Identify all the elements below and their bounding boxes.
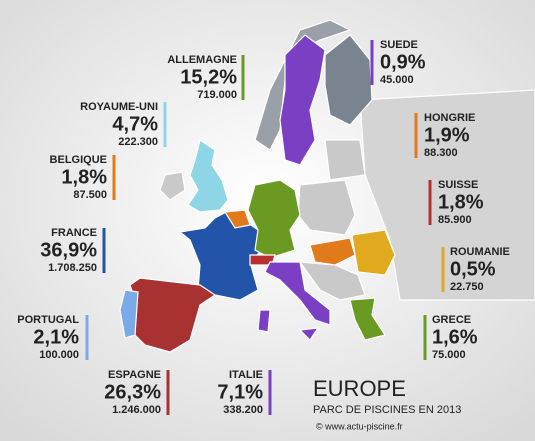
pool-count: 100.000 [39,349,79,361]
country-percent: 7,1% [217,381,263,403]
pool-count: 1.246.000 [112,404,161,416]
country-percent: 15,2% [180,66,237,88]
country-name: PORTUGAL [17,314,79,326]
pool-count: 87.500 [73,189,107,201]
subtitle: PARC DE PISCINES EN 2013 [313,404,461,416]
country-percent: 1,6% [432,326,478,348]
country-name: SUEDE [380,39,418,51]
country-name: GRECE [432,314,471,326]
pool-count: 88.300 [424,147,458,159]
country-percent: 1,8% [61,166,107,188]
pool-count: 719.000 [197,89,237,101]
country-percent: 0,5% [450,258,496,280]
map [119,19,535,353]
pool-count: 222.300 [118,136,158,148]
title: EUROPE [313,376,406,401]
pool-count: 75.000 [432,349,466,361]
pool-count: 1.708.250 [48,262,97,274]
country-percent: 1,9% [424,124,470,146]
country-name: ALLEMAGNE [167,54,237,66]
country-name: HONGRIE [424,112,475,124]
country-percent: 0,9% [380,51,426,73]
country-percent: 36,9% [40,239,97,261]
pool-count: 85.900 [438,214,472,226]
country-name: SUISSE [438,179,478,191]
country-name: ITALIE [229,369,263,381]
country-name: FRANCE [51,227,97,239]
country-percent: 4,7% [112,113,158,135]
pool-count: 22.750 [450,281,484,293]
pool-count: 338.200 [223,404,263,416]
credit: © www.actu-piscine.fr [316,421,403,431]
country-name: BELGIQUE [50,154,107,166]
pool-count: 45.000 [380,74,414,86]
country-percent: 1,8% [438,191,484,213]
country-name: ROYAUME-UNI [80,101,158,113]
country-percent: 26,3% [104,381,161,403]
country-name: ESPAGNE [108,369,161,381]
country-percent: 2,1% [33,326,79,348]
country-name: ROUMANIE [450,246,510,258]
